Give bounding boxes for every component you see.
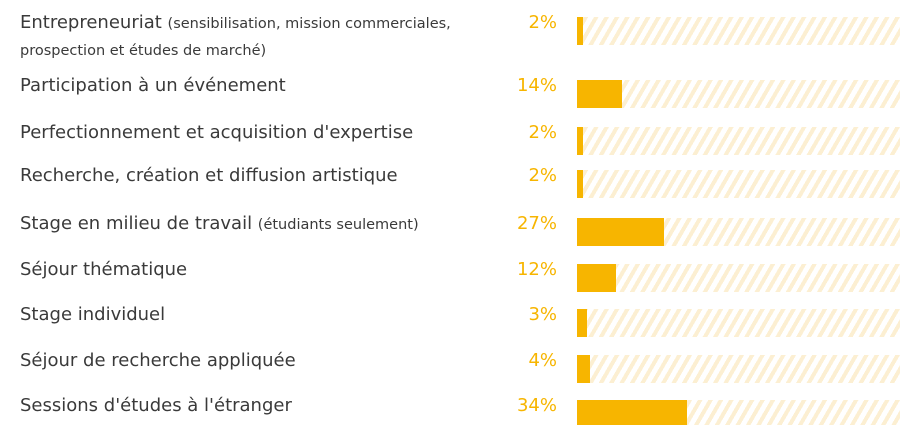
bar	[577, 80, 623, 108]
value-label: 2%	[528, 165, 557, 186]
bar-track	[577, 17, 900, 45]
category-label: Sessions d'études à l'étranger	[20, 395, 292, 416]
value-label: 14%	[516, 75, 557, 96]
category-label: Séjour thématique	[20, 259, 188, 280]
value-label: 34%	[516, 395, 557, 416]
value-label: 12%	[516, 259, 557, 280]
bar	[577, 218, 665, 246]
bar	[577, 400, 687, 425]
bar-track	[577, 170, 900, 198]
bar-track	[577, 400, 900, 425]
value-label: 27%	[516, 213, 557, 234]
bar-track	[577, 127, 900, 155]
bar-track	[577, 264, 900, 292]
category-label: Participation à un événement	[20, 75, 286, 96]
category-label: Entrepreneuriat (sensibilisation, missio…	[20, 12, 451, 59]
bar	[577, 17, 584, 45]
bar	[577, 170, 584, 198]
value-label: 2%	[528, 122, 557, 143]
category-label: Perfectionnement et acquisition d'expert…	[20, 122, 414, 143]
value-label: 4%	[528, 350, 557, 371]
value-label: 3%	[528, 304, 557, 325]
bar-track	[577, 218, 900, 246]
bar	[577, 309, 587, 337]
bar	[577, 355, 590, 383]
bar	[577, 127, 584, 155]
category-label: Séjour de recherche appliquée	[20, 350, 296, 371]
bar-track	[577, 355, 900, 383]
category-label: Stage en milieu de travail (étudiants se…	[20, 213, 419, 234]
value-label: 2%	[528, 12, 557, 33]
bar	[577, 264, 616, 292]
category-label: Stage individuel	[20, 304, 166, 325]
bar-track	[577, 80, 900, 108]
category-label: Recherche, création et diffusion artisti…	[20, 165, 398, 186]
bar-track	[577, 309, 900, 337]
